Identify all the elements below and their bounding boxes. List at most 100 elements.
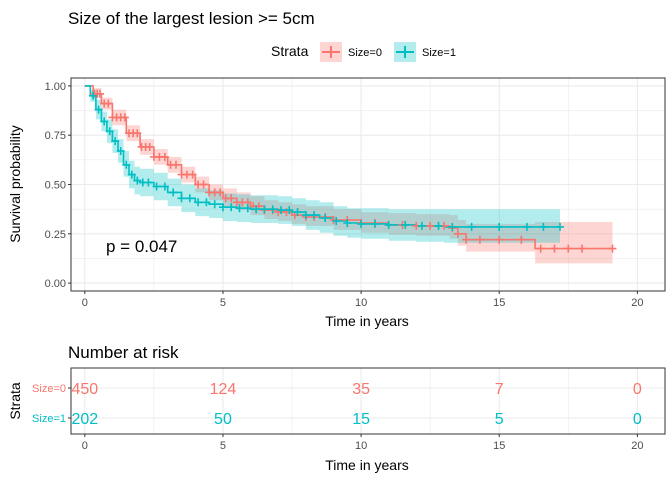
legend-label-size0: Size=0 [348,47,382,59]
x-tick-label: 5 [220,297,226,309]
risk-value: 202 [71,411,98,428]
censor-mark-size1 [467,222,476,231]
p-value-annotation: p = 0.047 [106,237,177,256]
y-tick-label: 0.50 [45,180,66,192]
risk-y-axis-title: Strata [7,382,23,420]
censor-mark-size1 [144,178,153,187]
censor-mark-size0 [462,235,471,244]
risk-x-tick-label: 20 [631,440,643,452]
censor-mark-size1 [301,211,310,220]
x-tick-label: 0 [82,297,88,309]
censor-mark-size1 [227,203,236,212]
risk-x-tick-label: 10 [355,440,367,452]
risk-row-labels: Size=0 Size=1 [32,383,71,425]
y-tick-label: 0.75 [45,130,66,142]
censor-mark-size0 [564,244,573,253]
censor-mark-size1 [310,211,319,220]
censor-mark-size0 [517,235,526,244]
censor-mark-size0 [96,89,104,98]
censor-mark-size1 [202,198,211,207]
chart-title: Size of the largest lesion >= 5cm [68,9,315,28]
y-tick-label: 0.25 [45,229,66,241]
censor-mark-size0 [453,229,462,238]
x-axis-title: Time in years [325,313,409,329]
censor-mark-size0 [120,113,129,122]
censor-mark-size1 [277,206,285,215]
censor-mark-size1 [495,222,504,231]
legend-title: Strata [271,43,309,59]
censor-mark-size0 [160,152,169,161]
legend-key-size0 [320,42,342,62]
risk-value: 124 [210,381,237,398]
censor-marks [89,89,617,253]
y-axis-ticks: 0.00 0.25 0.50 0.75 1.00 [45,81,71,290]
censor-mark-size0 [578,244,587,253]
x-axis-ticks: 0 5 10 15 20 [82,291,643,309]
ci-band-size1 [84,85,561,243]
y-tick-label: 0.00 [45,278,66,290]
censor-mark-size1 [434,221,443,230]
censor-mark-size1 [219,203,227,212]
risk-value: 50 [214,411,232,428]
censor-mark-size0 [199,180,208,189]
censor-mark-size0 [495,235,504,244]
censor-mark-size1 [133,176,142,185]
censor-mark-size1 [160,182,169,191]
censor-mark-size1 [169,188,178,197]
censor-mark-size1 [357,219,366,228]
risk-x-axis-ticks: 0 5 10 15 20 [82,434,643,452]
censor-mark-size1 [556,222,564,231]
x-tick-label: 15 [493,297,505,309]
risk-row-label: Size=0 [32,383,66,395]
censor-mark-size0 [475,235,484,244]
x-tick-label: 20 [631,297,643,309]
risk-panel-border [70,367,666,435]
censor-mark-size1 [177,194,186,203]
censor-mark-size1 [127,170,136,179]
x-tick-label: 10 [355,297,367,309]
censor-mark-size1 [384,220,393,229]
censor-mark-size1 [185,194,194,203]
risk-x-tick-label: 0 [82,440,88,452]
censor-mark-size0 [536,244,545,253]
censor-mark-size0 [104,99,113,108]
risk-value: 5 [495,411,504,428]
risk-table-title: Number at risk [68,343,179,362]
censor-mark-size1 [89,91,98,100]
censor-mark-size1 [152,182,161,191]
censor-mark-size1 [370,219,379,228]
censor-mark-size1 [332,217,341,225]
y-axis-title: Survival probability [7,125,23,243]
risk-value: 450 [71,381,98,398]
censor-mark-size0 [216,188,225,197]
censor-mark-size1 [235,204,244,213]
censor-mark-size1 [194,198,203,207]
censor-mark-size1 [100,117,109,126]
risk-value: 15 [352,411,370,428]
censor-mark-size1 [343,219,352,227]
censor-mark-size1 [260,205,269,214]
y-tick-label: 1.00 [45,81,66,93]
risk-row-label: Size=1 [32,413,66,425]
censor-mark-size1 [539,222,548,231]
censor-mark-size1 [111,137,120,146]
censor-mark-size0 [133,129,142,138]
main-gridlines [71,78,665,291]
risk-value: 0 [633,381,642,398]
risk-gridlines [71,368,665,434]
censor-mark-size0 [608,244,617,253]
censor-mark-size1 [268,205,277,214]
risk-value: 7 [495,381,504,398]
censor-mark-size0 [426,221,435,230]
risk-x-axis-title: Time in years [325,457,409,473]
censor-mark-size1 [116,147,125,155]
censor-mark-size1 [321,214,330,222]
censor-mark-size0 [550,244,559,253]
risk-x-tick-label: 15 [493,440,505,452]
censor-mark-size0 [227,194,236,203]
censor-mark-size1 [94,105,103,114]
legend-label-size1: Size=1 [422,47,456,59]
censor-mark-size0 [172,160,180,169]
